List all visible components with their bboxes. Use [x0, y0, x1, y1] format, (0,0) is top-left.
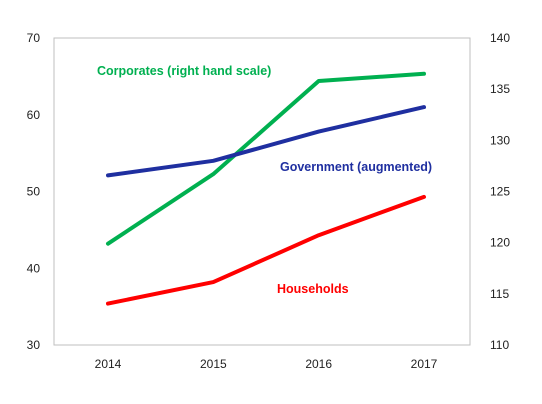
right-tick-label: 125 [490, 185, 510, 199]
left-tick-label: 30 [27, 338, 41, 352]
x-tick-label: 2015 [200, 357, 227, 371]
right-tick-label: 120 [490, 236, 510, 250]
x-tick-label: 2014 [95, 357, 122, 371]
series-lines [106, 71, 426, 306]
series-line-2 [106, 194, 426, 306]
right-tick-label: 140 [490, 31, 510, 45]
left-tick-label: 60 [27, 108, 41, 122]
left-axis-ticks: 30 40 50 60 70 [27, 31, 41, 352]
series-line-0 [106, 71, 426, 246]
left-tick-label: 70 [27, 31, 41, 45]
right-tick-label: 110 [490, 338, 509, 352]
right-axis-ticks: 110 115 120 125 130 135 140 [490, 31, 510, 352]
plot-frame [53, 37, 471, 346]
series-line-1 [106, 105, 426, 178]
right-tick-label: 135 [490, 82, 510, 96]
x-axis-ticks: 2014 2015 2016 2017 [95, 357, 438, 371]
series-label-corporates: Corporates (right hand scale) [97, 64, 271, 78]
left-tick-label: 50 [27, 185, 41, 199]
series-label-households: Households [277, 282, 349, 296]
left-tick-label: 40 [27, 261, 41, 275]
series-label-government: Government (augmented) [280, 160, 432, 174]
x-tick-label: 2016 [305, 357, 332, 371]
x-tick-label: 2017 [411, 357, 438, 371]
right-tick-label: 130 [490, 133, 510, 147]
right-tick-label: 115 [490, 287, 509, 301]
